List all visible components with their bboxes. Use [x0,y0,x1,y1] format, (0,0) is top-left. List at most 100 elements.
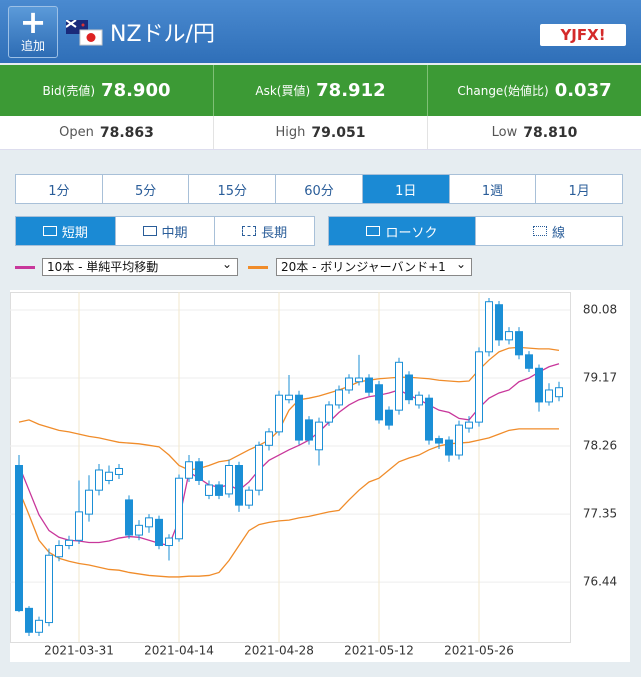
chart: 76.44 77.35 78.26 79.17 80.08 2021-03-31 2021-… [10,292,617,658]
candle-body [295,394,303,441]
x-tick-label: 2021-05-26 [444,644,514,658]
candle-body [495,304,503,341]
option-button[interactable]: 15分 [188,175,275,203]
y-tick-label: 78.26 [583,439,617,453]
option-button[interactable]: 60分 [275,175,362,203]
candle-body [125,499,133,536]
candle-body [75,511,83,541]
option-label: ローソク [385,225,438,241]
candle-body [545,389,553,403]
candle-body [445,439,453,456]
ma-select[interactable]: 10本 - 単純平均移動 [42,256,238,276]
timeframe-group: 1分 5分 15分 60分 1日 1週 1月 [15,174,623,204]
stat-cell: High 79.051 [213,116,427,149]
candle-body [325,404,333,423]
indicator-line [18,428,559,578]
ma-swatch [15,266,35,269]
y-tick-label: 80.08 [583,302,617,316]
option-button[interactable]: 中期 [114,217,215,245]
candle-body [245,489,253,506]
plot-frame [10,292,571,643]
candle-body [105,471,113,481]
candle-body [485,301,493,353]
quote-cell: Ask(買値) 78.912 [213,65,427,116]
candle-body [175,477,183,540]
option-label: 1月 [568,183,590,199]
button-icon [366,226,381,236]
option-label: 5分 [134,183,157,199]
quote-value: 0.037 [554,80,612,101]
option-label: 長期 [261,225,288,241]
candle-body [505,331,513,341]
candle-body [515,331,523,356]
option-button[interactable]: 1月 [535,175,622,203]
option-button[interactable]: 5分 [101,175,189,203]
button-icon [42,226,57,236]
candle-body [285,394,293,401]
quote-cell: Change(始値比) 0.037 [427,65,641,116]
header: + 追加 NZドル/円 YJFX! [0,0,641,63]
flag-icon [66,20,103,46]
candle-body [25,607,33,633]
option-button[interactable]: 1週 [448,175,536,203]
quote-label: Bid(売値) [42,84,96,98]
candle-body [395,361,403,411]
option-label: 60分 [304,183,334,199]
option-label: 短期 [61,225,88,241]
option-button[interactable]: 短期 [16,217,115,245]
bb-select[interactable]: 20本 - ボリンジャーバンド+1 [276,256,472,276]
candle-body [425,397,433,441]
candle-body [155,518,163,547]
stat-label: Low [491,125,518,140]
candle-body [525,354,533,369]
y-tick-label: 79.17 [583,371,617,385]
candle-body [215,484,223,496]
candle-body [115,467,123,475]
add-button[interactable]: + 追加 [8,6,58,58]
chart-panel: 76.44 77.35 78.26 79.17 80.08 2021-03-31 2021-… [10,290,630,662]
candle-body [185,461,193,479]
stats-row: Open 78.863 High 79.051 Low 78.810 [0,116,641,150]
style-group: ローソク 線 [328,216,623,246]
candle-body [135,524,143,536]
option-label: 中期 [161,225,188,241]
button-icon [242,226,257,236]
candle-body [465,421,473,429]
stat-cell: Open 78.863 [0,116,213,149]
quote-value: 78.900 [101,80,171,101]
candle-body [535,367,543,403]
button-icon [532,226,547,236]
pair-title: NZドル/円 [110,22,215,47]
option-button[interactable]: 1分 [16,175,102,203]
quote-label: Change(始値比) [457,84,549,98]
candle-body [355,377,363,383]
indicator-line [18,346,560,471]
candle-body [195,461,203,481]
option-button[interactable]: ローソク [329,217,475,245]
option-button[interactable]: 線 [475,217,622,245]
option-button[interactable]: 1日 [361,175,449,203]
candle-body [145,517,153,528]
candle-body [555,387,563,398]
option-label: 15分 [217,183,248,199]
candle-body [265,431,273,446]
candle-body [335,389,343,406]
option-label: 1週 [481,183,504,199]
stat-value: 78.810 [523,124,578,141]
candle-body [165,537,173,547]
stat-label: High [275,125,306,140]
candle-body [235,465,243,506]
option-button[interactable]: 長期 [214,217,314,245]
stat-label: Open [59,125,94,140]
y-tick-label: 77.35 [583,507,617,521]
candle-body [255,444,263,491]
candle-body [45,554,53,624]
candle-body [415,394,423,406]
candle-body [475,351,483,423]
button-icon [142,226,157,236]
x-tick-label: 2021-04-28 [244,644,314,658]
y-tick-label: 76.44 [583,575,617,589]
candle-body [55,545,63,558]
option-label: 線 [551,225,565,241]
